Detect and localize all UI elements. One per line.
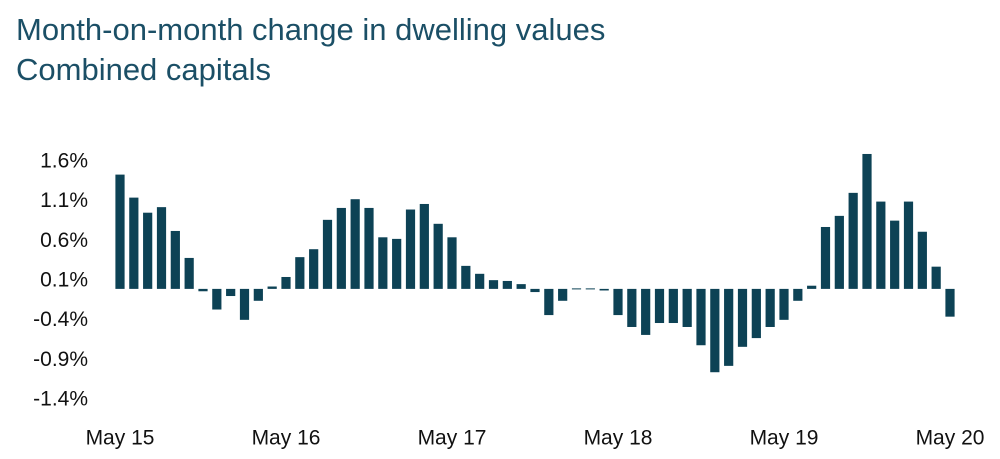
- bar: [945, 288, 955, 317]
- x-tick-label: May 17: [418, 427, 487, 450]
- bar: [461, 265, 471, 289]
- bar: [350, 199, 360, 289]
- bar: [779, 288, 789, 320]
- chart-title: Month-on-month change in dwelling values: [16, 12, 605, 47]
- bar: [571, 288, 582, 290]
- bar: [862, 153, 872, 289]
- bar: [641, 288, 651, 335]
- y-tick-label: -0.4%: [33, 308, 88, 331]
- bar: [627, 288, 637, 327]
- bar: [336, 207, 346, 289]
- bar: [295, 257, 305, 289]
- bar: [876, 201, 886, 289]
- y-tick-label: 0.6%: [40, 229, 88, 252]
- bar: [751, 288, 761, 339]
- x-tick-label: May 18: [584, 427, 653, 450]
- bar: [212, 288, 222, 310]
- bar: [516, 284, 526, 289]
- y-tick-label: -0.9%: [33, 348, 88, 371]
- bar: [848, 192, 858, 289]
- bar: [281, 276, 291, 289]
- bar: [544, 288, 554, 316]
- x-tick-label: May 15: [86, 427, 155, 450]
- bar: [309, 249, 319, 289]
- bar: [710, 288, 720, 373]
- bar: [433, 223, 443, 289]
- bar: [392, 238, 402, 289]
- bar: [724, 288, 734, 366]
- bar: [903, 201, 914, 289]
- bar: [419, 203, 429, 289]
- bar: [156, 207, 167, 289]
- bar: [198, 288, 208, 292]
- x-tick-label: May 16: [252, 427, 321, 450]
- bar: [793, 288, 803, 301]
- bar: [447, 237, 457, 289]
- bar: [834, 215, 844, 289]
- x-tick-label: May 20: [916, 427, 985, 450]
- bar: [654, 288, 665, 324]
- bar: [253, 288, 263, 301]
- bar: [890, 220, 900, 289]
- bar: [115, 174, 125, 289]
- bar: [143, 212, 153, 289]
- bar: [613, 288, 623, 316]
- bar: [502, 280, 512, 289]
- chart-subtitle: Combined capitals: [16, 52, 271, 87]
- bar: [267, 286, 277, 289]
- bar: [682, 288, 692, 327]
- bar: [530, 288, 540, 293]
- bar: [475, 273, 485, 289]
- x-tick-label: May 19: [750, 427, 819, 450]
- bar: [599, 288, 609, 291]
- bar: [820, 226, 831, 289]
- bar: [322, 219, 333, 289]
- bar: [737, 288, 748, 347]
- bar: [765, 288, 775, 327]
- bar: [585, 288, 595, 290]
- bar: [696, 288, 706, 346]
- bar: [226, 288, 236, 297]
- bar: [184, 257, 194, 289]
- bar: [807, 285, 817, 289]
- bar: [405, 209, 416, 289]
- bar: [931, 266, 941, 289]
- bar: [364, 207, 374, 289]
- bar: [488, 280, 499, 289]
- bar: [668, 288, 678, 324]
- bar: [558, 288, 568, 301]
- bar: [239, 288, 250, 320]
- y-tick-label: 0.1%: [40, 268, 88, 291]
- bar: [917, 231, 927, 289]
- bar: [170, 230, 180, 289]
- bar: [378, 237, 388, 289]
- y-tick-label: 1.1%: [40, 189, 88, 212]
- y-tick-label: 1.6%: [40, 149, 88, 172]
- y-tick-label: -1.4%: [33, 388, 88, 411]
- bar: [129, 197, 139, 289]
